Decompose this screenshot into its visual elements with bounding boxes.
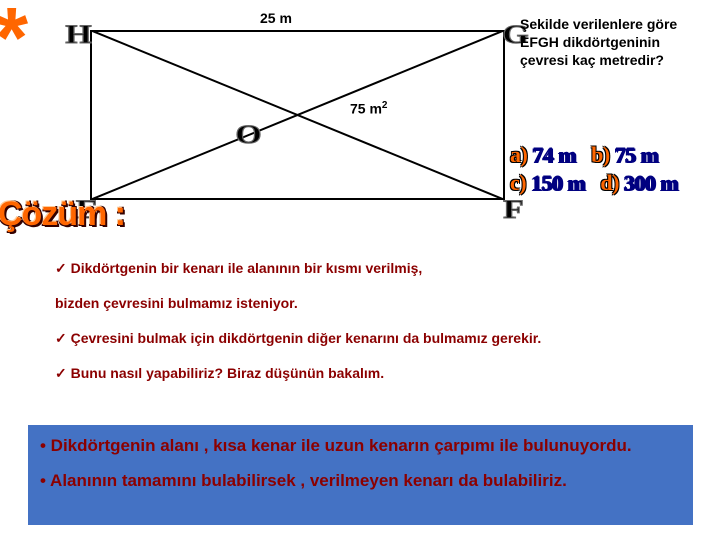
answer-d-prefix: d) (600, 170, 619, 195)
hint-line-1: • Dikdörtgenin alanı , kısa kenar ile uz… (40, 435, 681, 458)
answer-c-value: 150 m (531, 170, 585, 195)
vertex-h: H (65, 20, 87, 50)
step-2: bizden çevresini bulmamız isteniyor. (55, 293, 695, 314)
check-icon: ✓ (55, 260, 67, 276)
solution-heading: Çözüm : (0, 195, 125, 234)
center-o: O (235, 120, 257, 150)
answer-b-value: 75 m (615, 142, 659, 167)
star-icon: * (0, 0, 28, 88)
answer-a-value: 74 m (532, 142, 576, 167)
hint-line-2: • Alanının tamamını bulabilirsek , veril… (40, 470, 681, 493)
step-1: ✓ Dikdörtgenin bir kenarı ile alanının b… (55, 258, 695, 279)
answer-c-prefix: c) (510, 170, 526, 195)
step-4: ✓ Bunu nasıl yapabiliriz? Biraz düşünün … (55, 363, 695, 384)
step-3: ✓ Çevresini bulmak için dikdörtgenin diğ… (55, 328, 695, 349)
answer-b-prefix: b) (591, 142, 610, 167)
answer-options: a) 74 m b) 75 m c) 150 m d) 300 m (510, 142, 715, 198)
answer-a-prefix: a) (510, 142, 527, 167)
hint-box: • Dikdörtgenin alanı , kısa kenar ile uz… (28, 425, 693, 525)
top-length-label: 25 m (260, 10, 292, 26)
vertex-f: F (503, 195, 520, 225)
check-icon: ✓ (55, 330, 67, 346)
check-icon: ✓ (55, 365, 67, 381)
answer-d-value: 300 m (624, 170, 678, 195)
solution-steps: ✓ Dikdörtgenin bir kenarı ile alanının b… (55, 258, 695, 398)
rectangle-efgh (90, 30, 505, 200)
question-text: Şekilde verilenlere göre EFGH dikdörtgen… (520, 15, 710, 70)
triangle-area-label: 75 m2 (350, 100, 387, 117)
figure: 25 m 75 m2 H G E F O (70, 10, 500, 210)
